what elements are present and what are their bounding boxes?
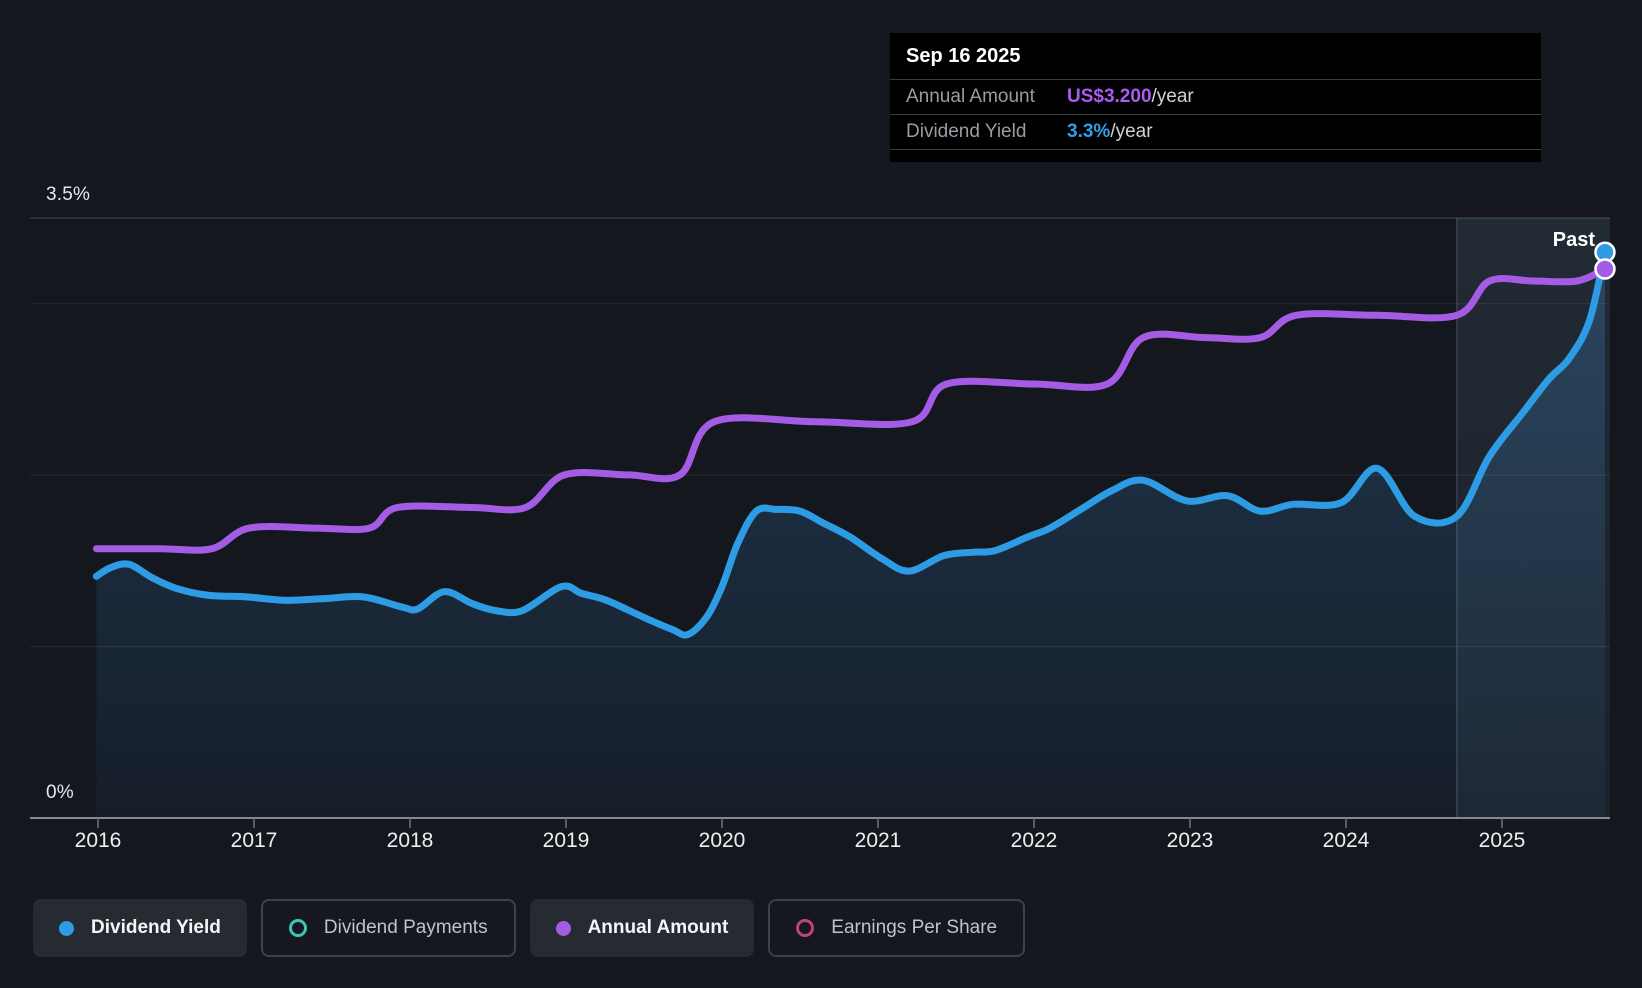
annual-amount-end-marker [1594, 258, 1616, 280]
legend-item-label: Earnings Per Share [831, 917, 998, 938]
legend-item-earnings-per-share[interactable]: Earnings Per Share [768, 899, 1026, 957]
legend-item-dividend-yield[interactable]: Dividend Yield [33, 899, 247, 957]
x-axis-year-label: 2017 [230, 829, 278, 852]
legend-filled-dot-icon [59, 920, 74, 936]
tooltip-row-value: 3.3% [1067, 121, 1111, 142]
past-region-label: Past [1552, 229, 1595, 251]
legend-item-label: Annual Amount [587, 917, 729, 938]
x-axis [30, 817, 1610, 828]
legend-item-label: Dividend Yield [91, 917, 221, 938]
dividend-yield-area-fill [96, 252, 1605, 819]
y-axis-label-zero: 0% [46, 782, 74, 803]
tooltip-row-suffix: /year [1110, 121, 1153, 142]
tooltip-date: Sep 16 2025 [906, 44, 1021, 67]
x-axis-year-label: 2020 [698, 829, 746, 852]
x-axis-year-label: 2018 [386, 829, 434, 852]
x-axis-year-label: 2022 [1010, 829, 1058, 852]
horizontal-gridlines [30, 217, 1610, 648]
tooltip-row-suffix: /year [1151, 86, 1194, 107]
tooltip-row-label: Dividend Yield [906, 121, 1027, 142]
x-axis-year-label: 2021 [854, 829, 902, 852]
y-axis-label-top: 3.5% [46, 184, 91, 205]
tooltip-row-value: US$3.200 [1067, 86, 1152, 107]
x-axis-year-label: 2023 [1166, 829, 1214, 852]
x-axis-year-label: 2025 [1478, 829, 1526, 852]
chart-legend: Dividend Yield Dividend Payments Annual Am… [33, 899, 1026, 957]
legend-outline-circle-icon [796, 919, 815, 937]
past-year-highlight-band [1456, 218, 1610, 818]
dividend-yield-line [92, 248, 1609, 639]
annual-amount-line [92, 265, 1609, 554]
x-axis-year-label: 2016 [74, 829, 122, 852]
x-axis-year-label: 2019 [542, 829, 590, 852]
legend-item-label: Dividend Payments [323, 917, 488, 938]
x-axis-year-label: 2024 [1322, 829, 1370, 852]
legend-filled-dot-icon [555, 920, 571, 936]
tooltip-row-label: Annual Amount [906, 86, 1035, 107]
legend-outline-circle-icon [288, 919, 307, 937]
chart-tooltip: Sep 16 2025 Annual Amount US$3.200/year Di… [890, 33, 1541, 162]
legend-item-dividend-payments[interactable]: Dividend Payments [260, 899, 516, 957]
tooltip-row: Dividend Yield 3.3%/year [890, 114, 1541, 149]
tooltip-row: Annual Amount US$3.200/year [890, 79, 1541, 114]
legend-item-annual-amount[interactable]: Annual Amount [529, 899, 755, 957]
